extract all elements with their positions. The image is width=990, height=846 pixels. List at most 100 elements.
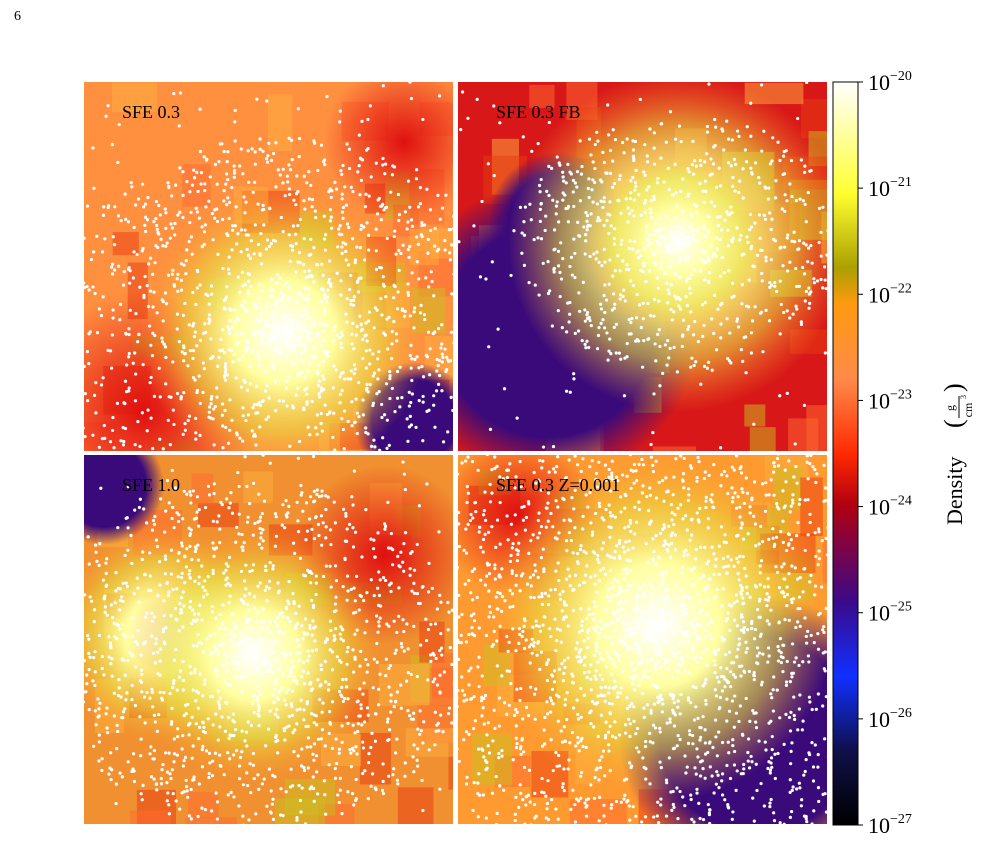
star xyxy=(786,233,789,236)
star xyxy=(915,712,918,715)
star xyxy=(777,452,780,455)
star xyxy=(280,339,283,342)
star xyxy=(128,352,131,355)
star xyxy=(649,314,652,317)
star xyxy=(658,217,661,220)
star xyxy=(773,281,776,284)
star xyxy=(311,619,314,622)
star xyxy=(344,512,347,515)
star xyxy=(146,429,149,432)
star xyxy=(83,365,86,368)
star xyxy=(721,256,724,259)
star xyxy=(183,302,186,305)
star xyxy=(467,669,470,672)
star xyxy=(695,165,698,168)
star xyxy=(156,651,159,654)
star xyxy=(626,707,629,710)
star xyxy=(807,246,810,249)
star xyxy=(685,241,688,244)
star xyxy=(693,159,696,162)
star xyxy=(673,513,676,516)
star xyxy=(454,390,457,393)
star xyxy=(422,395,425,398)
star xyxy=(424,276,427,279)
star xyxy=(218,703,221,706)
star xyxy=(58,591,61,594)
star xyxy=(184,756,187,759)
star xyxy=(427,590,430,593)
star xyxy=(457,615,460,618)
star xyxy=(802,774,805,777)
star xyxy=(236,666,239,669)
star xyxy=(270,159,273,162)
star xyxy=(79,706,82,709)
star xyxy=(331,436,334,439)
star xyxy=(809,454,812,457)
star xyxy=(773,819,776,822)
star xyxy=(181,350,184,353)
star xyxy=(469,666,472,669)
star xyxy=(404,210,407,213)
star xyxy=(823,265,826,268)
star xyxy=(588,138,591,141)
star xyxy=(315,582,318,585)
star xyxy=(450,396,453,399)
star xyxy=(657,249,660,252)
star xyxy=(328,721,331,724)
star xyxy=(646,154,649,157)
star xyxy=(594,143,597,146)
star xyxy=(747,759,750,762)
star xyxy=(368,348,371,351)
star xyxy=(170,707,173,710)
star xyxy=(167,186,170,189)
star xyxy=(199,339,202,342)
star xyxy=(731,282,734,285)
star xyxy=(329,219,332,222)
star xyxy=(208,752,211,755)
star xyxy=(176,735,179,738)
star xyxy=(235,526,238,529)
star xyxy=(401,618,404,621)
star xyxy=(322,378,325,381)
star xyxy=(228,272,231,275)
star xyxy=(408,425,411,428)
star xyxy=(339,169,342,172)
star xyxy=(386,419,389,422)
star xyxy=(140,673,143,676)
star xyxy=(113,205,116,208)
star xyxy=(115,782,118,785)
star xyxy=(630,209,633,212)
star xyxy=(173,737,176,740)
star xyxy=(653,298,656,301)
star xyxy=(377,604,380,607)
star xyxy=(68,339,71,342)
star xyxy=(343,557,346,560)
star xyxy=(307,275,310,278)
star xyxy=(393,410,396,413)
star xyxy=(714,126,717,129)
star xyxy=(712,463,715,466)
star xyxy=(702,818,705,821)
star xyxy=(789,778,792,781)
star xyxy=(76,632,79,635)
star xyxy=(742,767,745,770)
star xyxy=(604,508,607,511)
star xyxy=(255,318,258,321)
star xyxy=(367,752,370,755)
star xyxy=(457,594,460,597)
star xyxy=(659,243,662,246)
star xyxy=(85,285,88,288)
star xyxy=(586,505,589,508)
star xyxy=(295,722,298,725)
star xyxy=(608,283,611,286)
star xyxy=(182,604,185,607)
star xyxy=(322,274,325,277)
star xyxy=(301,510,304,513)
star xyxy=(265,335,268,338)
star xyxy=(480,200,483,203)
star xyxy=(247,648,250,651)
star xyxy=(577,660,580,663)
star xyxy=(110,657,113,660)
star xyxy=(395,339,398,342)
star xyxy=(201,391,204,394)
